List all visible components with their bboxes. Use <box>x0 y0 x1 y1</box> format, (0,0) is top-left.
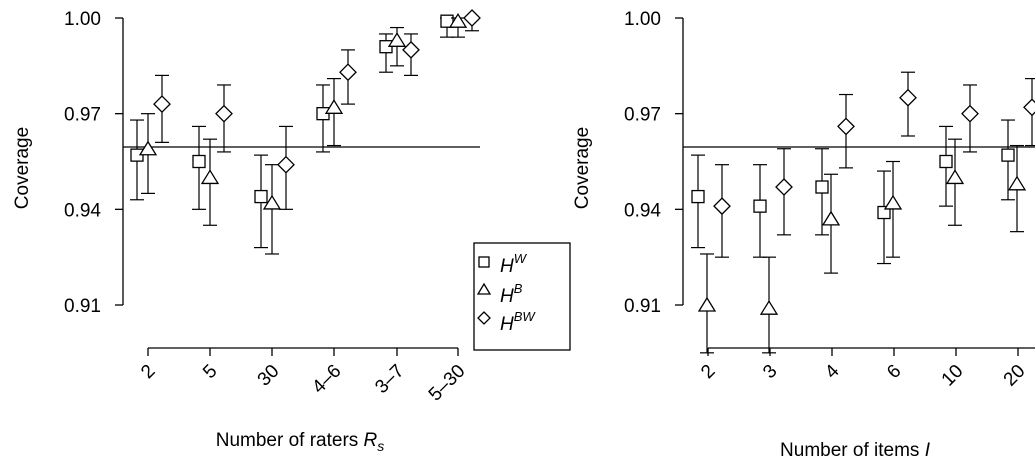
point-diamond-right <box>899 88 917 107</box>
point-square-right <box>691 189 705 204</box>
point-diamond-right <box>837 117 855 136</box>
point-triangle-right <box>697 296 717 312</box>
point-diamond-right <box>961 104 979 123</box>
x-tick-label: 20 <box>1000 361 1030 391</box>
y-tick-label: 0.91 <box>64 296 101 317</box>
point-square-right <box>753 199 767 213</box>
point-triangle-left <box>138 140 158 156</box>
point-triangle-left <box>387 32 407 47</box>
x-tick-label: 3 <box>759 361 781 383</box>
x-tick-label: 10 <box>938 361 968 391</box>
point-triangle-right <box>821 210 841 226</box>
y-tick-label: 0.91 <box>624 296 661 317</box>
point-triangle-left <box>448 12 468 28</box>
point-diamond-left <box>402 40 420 59</box>
point-triangle-right <box>945 169 965 185</box>
point-diamond-left <box>215 104 233 123</box>
point-square-left <box>192 154 206 169</box>
x-ticks-right: 2 3 4 6 10 20 <box>697 348 1030 391</box>
point-diamond-left <box>463 9 481 27</box>
point-triangle-right <box>759 299 779 315</box>
y-ticks-left: 0.91 0.94 0.97 1.00 <box>64 9 123 317</box>
point-square-right <box>815 180 829 194</box>
point-triangle-left <box>324 99 344 114</box>
legend-diamond-marker <box>477 311 491 325</box>
point-square-right <box>939 154 953 169</box>
point-diamond-left <box>153 95 171 114</box>
x-tick-label: 2 <box>697 361 719 383</box>
x-tick-label: 30 <box>254 361 284 391</box>
x-tick-label: 4 <box>821 360 844 383</box>
point-diamond-right <box>713 197 731 216</box>
series-right <box>691 71 1035 354</box>
y-tick-label: 0.97 <box>64 105 101 126</box>
point-square-right <box>1001 148 1015 162</box>
legend-box <box>473 242 571 351</box>
x-tick-label: 6 <box>883 361 905 383</box>
point-square-left <box>254 189 268 204</box>
y-tick-label: 1.00 <box>64 9 101 30</box>
point-diamond-right <box>1023 98 1035 117</box>
legend-label-hb: HB <box>500 281 523 307</box>
panel-right: 0.91 0.94 0.97 1.00 Coverage 2 3 4 6 10 20 Numbe… <box>572 9 1035 461</box>
y-ticks-right: 0.91 0.94 0.97 1.00 <box>624 9 683 317</box>
x-ticks-left: 2 5 30 4–6 3–7 5–30 <box>137 348 470 406</box>
legend-label-hbw: HBW <box>500 309 536 335</box>
x-tick-label: 5–30 <box>425 361 470 406</box>
point-triangle-left <box>200 169 220 185</box>
legend-triangle-marker <box>476 282 492 295</box>
x-tick-label: 4–6 <box>308 361 345 398</box>
x-tick-label: 5 <box>199 361 221 383</box>
x-tick-label: 3–7 <box>371 361 408 398</box>
x-axis-title-left: Number of raters Rs <box>216 430 385 454</box>
panel-left: 0.91 0.94 0.97 1.00 Coverage 2 5 30 4–6 3–7 5–30… <box>12 9 571 454</box>
point-triangle-right <box>1007 175 1027 191</box>
y-axis-title-left: Coverage <box>12 127 33 209</box>
point-diamond-left <box>277 155 295 174</box>
series-left <box>130 9 481 255</box>
legend: HW HB HBW <box>473 242 571 351</box>
point-diamond-right <box>775 178 793 196</box>
y-tick-label: 0.94 <box>64 200 101 221</box>
x-tick-label: 2 <box>137 361 159 383</box>
y-tick-label: 0.94 <box>624 200 661 221</box>
legend-square-marker <box>478 256 490 268</box>
y-tick-label: 1.00 <box>624 9 661 30</box>
y-axis-title-right: Coverage <box>572 127 593 209</box>
point-triangle-right <box>883 194 903 210</box>
x-axis-title-right: Number of items I <box>780 440 931 461</box>
point-triangle-left <box>262 194 282 210</box>
point-diamond-left <box>339 63 357 82</box>
legend-label-hw: HW <box>500 251 528 277</box>
y-tick-label: 0.97 <box>624 105 661 126</box>
